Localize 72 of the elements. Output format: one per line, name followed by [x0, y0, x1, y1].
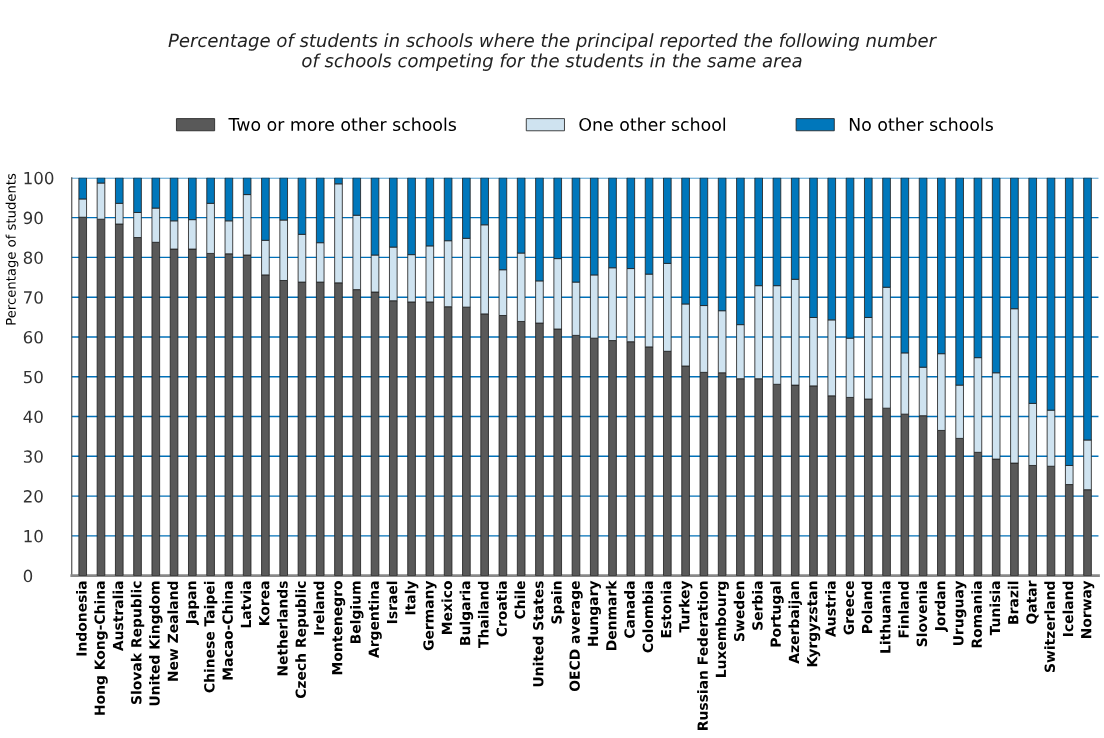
- x-tick-label: Luxembourg: [715, 581, 729, 677]
- x-tick-label: Thailand: [477, 581, 489, 648]
- y-axis-title: Percentage of students: [5, 173, 19, 325]
- x-tick-label: Turkey: [678, 580, 693, 633]
- x-tick-label: Sweden: [733, 581, 745, 642]
- x-tick-label: Austria: [825, 581, 836, 637]
- x-tick-label: Germany: [423, 580, 437, 651]
- x-tick-label: Belgium: [349, 581, 364, 644]
- x-tick-label: Israel: [386, 581, 398, 624]
- x-tick-label: Ireland: [313, 581, 325, 635]
- x-tick-label: Serbia: [751, 581, 763, 630]
- x-tick-label: Korea: [259, 581, 270, 625]
- legend-label: Two or more other schools: [228, 117, 456, 132]
- x-tick-label: OECD average: [569, 581, 583, 692]
- x-tick-label: United Kingdom: [149, 581, 163, 706]
- y-tick-label: 50: [23, 370, 43, 384]
- x-tick-label: United States: [532, 581, 544, 687]
- x-tick-label: Brazil: [1007, 581, 1019, 624]
- x-tick-label: Montenegro: [332, 581, 346, 675]
- x-tick-label: Spain: [551, 581, 565, 624]
- x-tick-label: Azerbaijan: [788, 581, 802, 664]
- y-tick-label: 40: [23, 410, 43, 424]
- x-tick-label: Chinese Taipei: [203, 581, 218, 693]
- y-tick-label: 80: [23, 251, 43, 264]
- y-tick-label: 20: [23, 490, 43, 503]
- y-tick-label: 100: [24, 171, 54, 185]
- x-tick-label: Norway: [1081, 580, 1095, 639]
- x-tick-label: Tunisia: [989, 581, 1001, 636]
- x-tick-label: Poland: [861, 581, 873, 633]
- x-tick-label: Jordan: [934, 581, 948, 633]
- x-tick-label: Mexico: [441, 581, 453, 634]
- x-tick-label: Macao-China: [222, 581, 233, 680]
- x-tick-label: Latvia: [240, 581, 252, 628]
- x-tick-label: Japan: [186, 581, 200, 626]
- x-tick-label: Greece: [843, 581, 855, 635]
- x-tick-label: Slovenia: [916, 581, 928, 647]
- x-tick-label: Denmark: [605, 580, 617, 650]
- x-tick-label: Romania: [971, 581, 982, 648]
- x-tick-label: Canada: [624, 581, 635, 638]
- x-tick-label: Finland: [898, 581, 909, 638]
- legend-label: One other school: [579, 117, 726, 132]
- x-tick-label: Colombia: [642, 581, 654, 653]
- x-tick-label: Australia: [112, 581, 124, 652]
- x-tick-label: Hong Kong-China: [94, 581, 108, 715]
- x-tick-label: Russian Federation: [697, 581, 708, 730]
- y-tick-label: 70: [24, 291, 43, 304]
- y-tick-label: 0: [23, 569, 33, 583]
- x-tick-label: Estonia: [660, 581, 672, 638]
- x-tick-label: Qatar: [1026, 580, 1039, 624]
- x-tick-label: Czech Republic: [295, 581, 309, 699]
- x-tick-label: Iceland: [1062, 581, 1074, 637]
- chart-title: Percentage of students in schools where the principal reported the following number of schools competing for the students in the same area: [168, 33, 937, 71]
- x-tick-label: Argentina: [368, 581, 382, 658]
- x-tick-label: Kyrgyzstan: [807, 581, 821, 667]
- x-tick-label: Portugal: [770, 581, 784, 647]
- x-tick-label: Netherlands: [276, 581, 288, 676]
- x-tick-label: Lithuania: [879, 581, 891, 653]
- y-tick-label: 90: [23, 211, 43, 225]
- y-tick-label: 10: [24, 529, 43, 543]
- x-tick-label: Hungary: [587, 580, 601, 646]
- x-tick-label: Indonesia: [76, 581, 87, 656]
- legend-label: No other schools: [849, 117, 993, 132]
- x-tick-label: New Zealand: [167, 581, 179, 681]
- x-tick-label: Uruguay: [953, 580, 967, 646]
- x-tick-label: Switzerland: [1044, 581, 1056, 673]
- x-tick-label: Italy: [404, 580, 419, 615]
- x-tick-label: Chile: [514, 581, 526, 619]
- y-tick-label: 30: [23, 450, 43, 463]
- x-tick-label: Bulgaria: [459, 581, 474, 645]
- x-tick-label: Croatia: [496, 581, 507, 637]
- y-tick-label: 60: [23, 330, 43, 344]
- x-tick-label: Slovak Republic: [130, 581, 145, 704]
